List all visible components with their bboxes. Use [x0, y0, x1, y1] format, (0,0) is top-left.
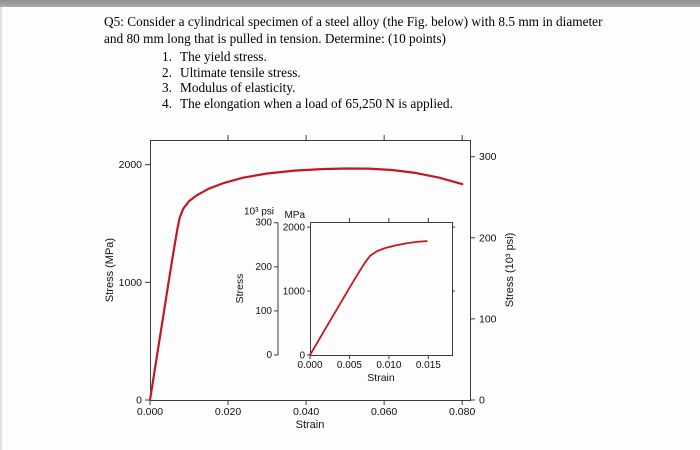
window-top-bar	[0, 0, 700, 7]
svg-text:0.040: 0.040	[293, 406, 319, 418]
item-text: The yield stress.	[180, 49, 267, 64]
question-item: 4. The elongation when a load of 65,250 …	[162, 96, 644, 112]
svg-text:0.000: 0.000	[297, 360, 322, 371]
svg-text:10³ psi: 10³ psi	[244, 207, 274, 218]
svg-text:Strain: Strain	[296, 419, 325, 431]
svg-text:200: 200	[255, 262, 272, 273]
svg-text:0.015: 0.015	[416, 360, 441, 371]
svg-text:1000: 1000	[283, 287, 306, 298]
question-list: 1. The yield stress. 2. Ultimate tensile…	[162, 49, 644, 111]
svg-text:0.080: 0.080	[449, 406, 475, 418]
svg-text:Strain: Strain	[367, 372, 395, 384]
svg-text:300: 300	[479, 151, 497, 163]
question-line-1: Q5: Consider a cylindrical specimen of a…	[104, 14, 603, 29]
svg-text:100: 100	[479, 313, 497, 325]
svg-text:200: 200	[479, 232, 497, 244]
page-left-edge	[0, 7, 2, 450]
svg-text:Stress (MPa): Stress (MPa)	[104, 238, 116, 302]
svg-text:0.010: 0.010	[376, 360, 401, 371]
question-block: Q5: Consider a cylindrical specimen of a…	[104, 14, 644, 111]
question-item: 2. Ultimate tensile stress.	[162, 65, 644, 81]
svg-text:1000: 1000	[119, 277, 143, 289]
svg-text:100: 100	[255, 306, 272, 317]
svg-text:0.060: 0.060	[371, 406, 397, 418]
svg-text:2000: 2000	[119, 159, 143, 171]
svg-text:0: 0	[299, 351, 305, 362]
item-text: The elongation when a load of 65,250 N i…	[180, 95, 453, 111]
svg-text:0.005: 0.005	[337, 360, 362, 371]
svg-text:0: 0	[479, 395, 485, 407]
svg-text:0.020: 0.020	[215, 406, 241, 418]
item-number: 4.	[162, 95, 172, 111]
item-number: 3.	[162, 80, 172, 96]
svg-text:300: 300	[255, 218, 272, 229]
svg-text:0: 0	[266, 350, 272, 361]
item-text: Ultimate tensile stress.	[180, 64, 301, 80]
svg-text:Stress (10³ psi): Stress (10³ psi)	[504, 233, 516, 308]
question-item: 3. Modulus of elasticity.	[162, 80, 644, 96]
svg-text:2000: 2000	[283, 223, 306, 234]
svg-text:MPa: MPa	[284, 210, 305, 221]
question-item: 1. The yield stress.	[162, 49, 644, 65]
item-number: 1.	[162, 49, 172, 64]
svg-text:0: 0	[136, 395, 142, 407]
svg-text:0.000: 0.000	[137, 406, 163, 418]
item-number: 2.	[162, 64, 172, 80]
item-text: Modulus of elasticity.	[180, 80, 296, 96]
question-line-2: and 80 mm long that is pulled in tension…	[104, 30, 446, 46]
svg-text:Stress: Stress	[234, 274, 246, 304]
